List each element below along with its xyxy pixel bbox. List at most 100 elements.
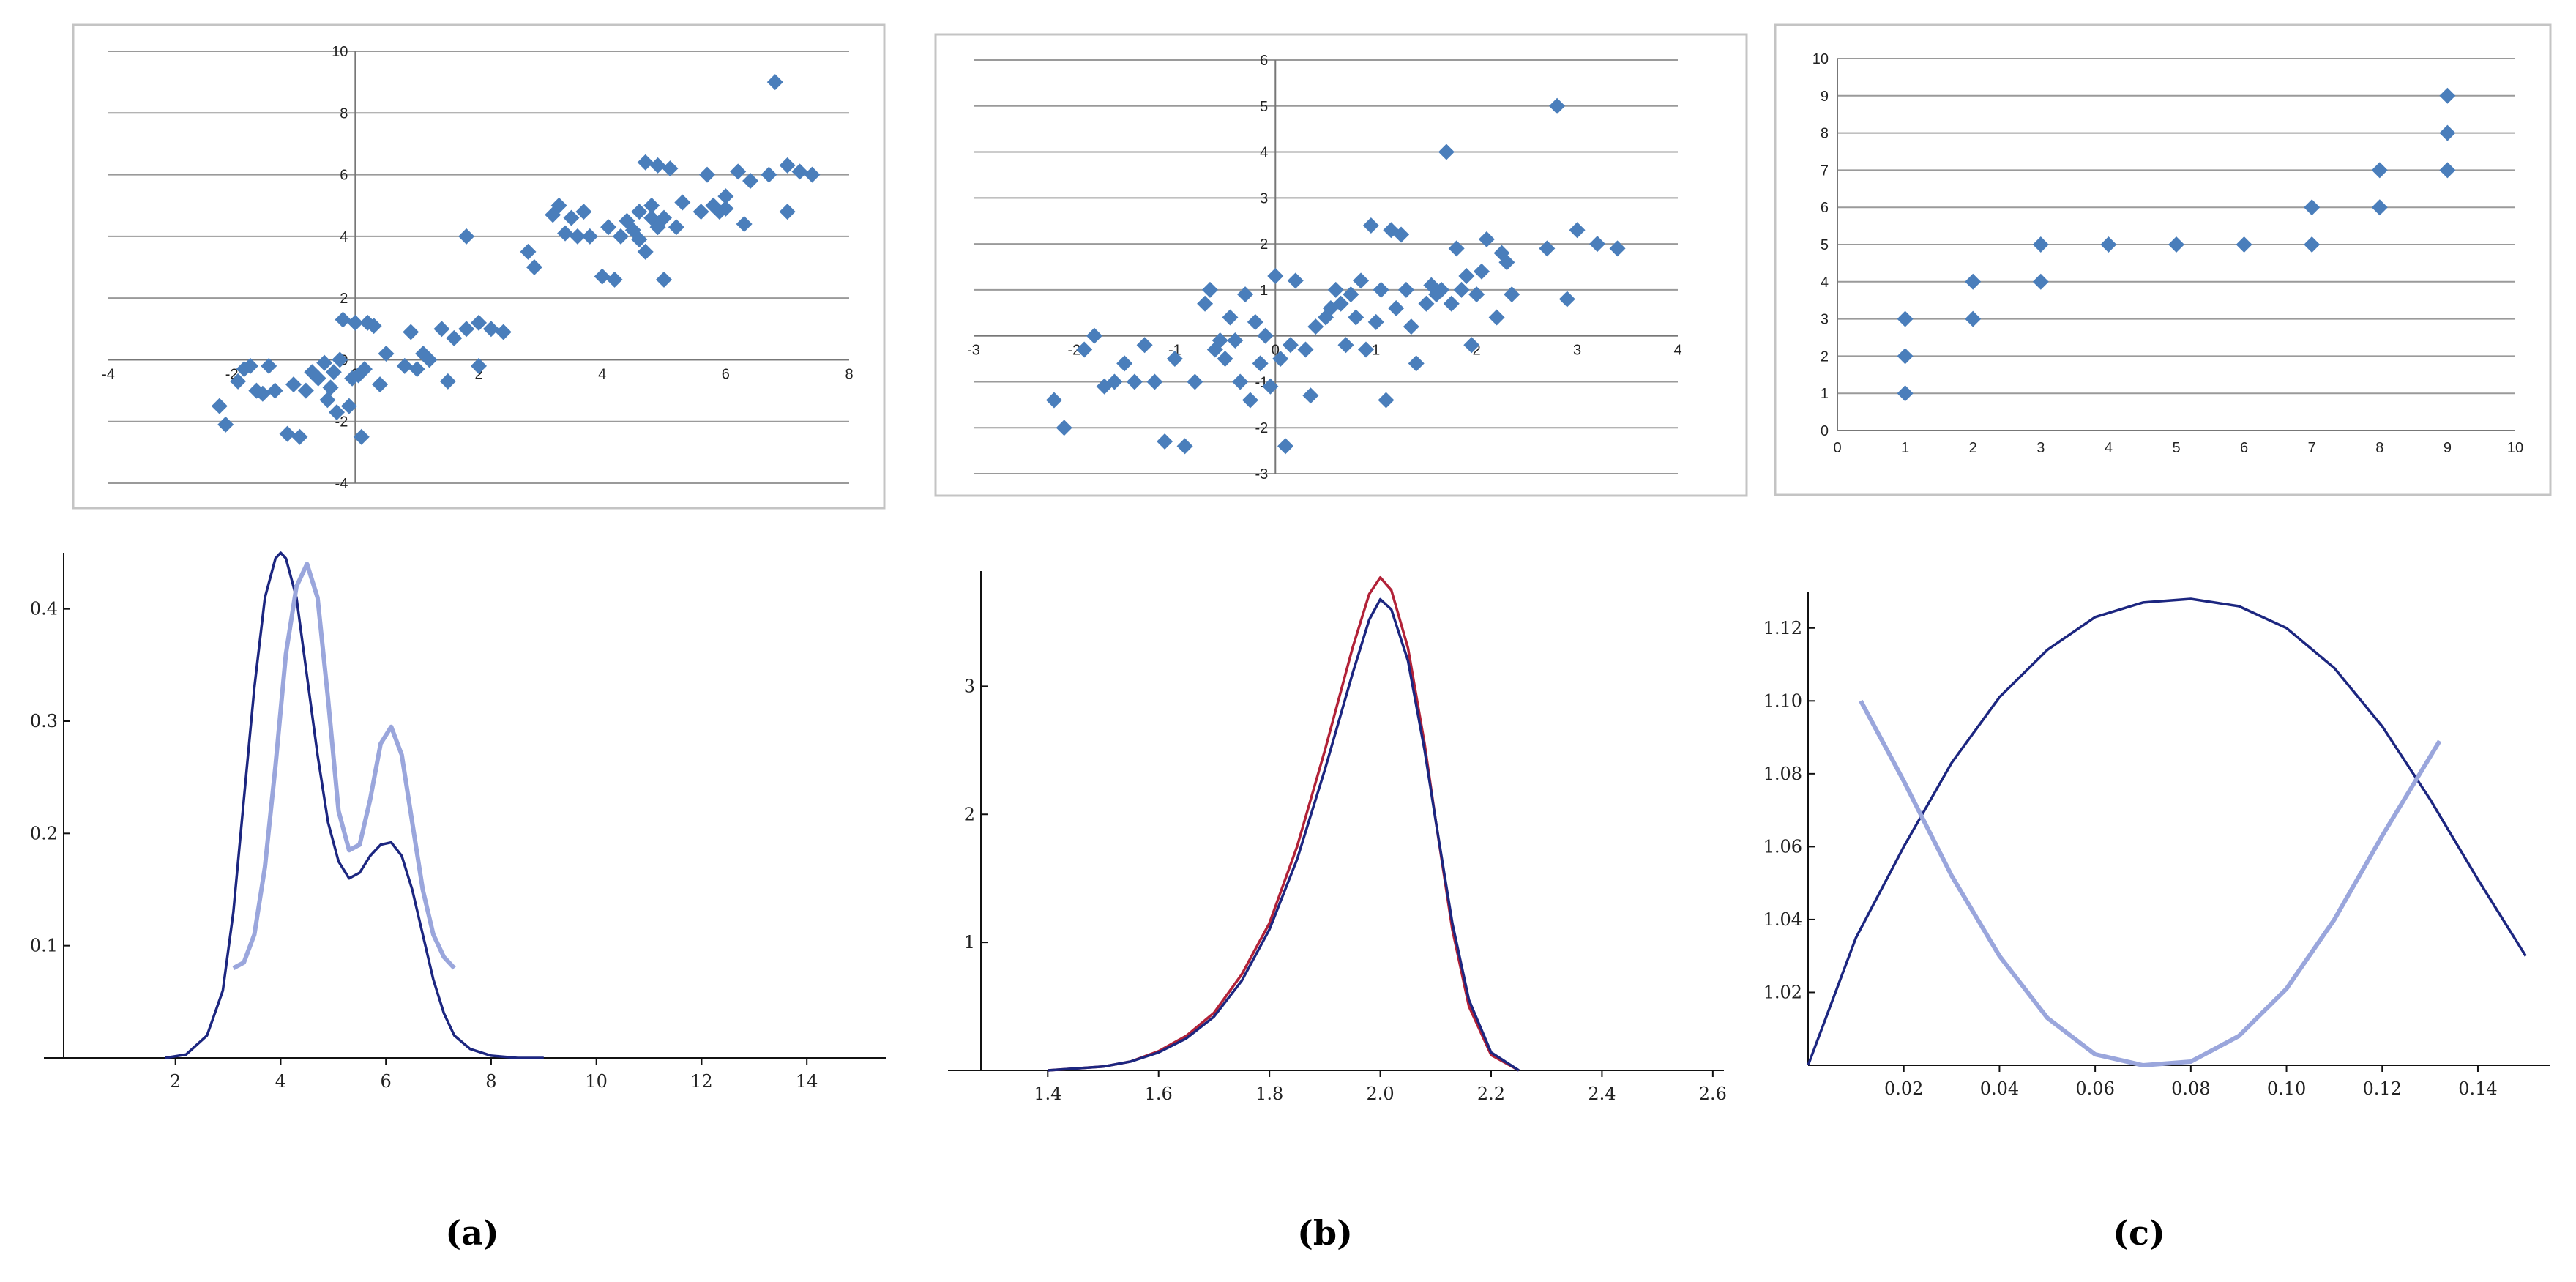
scatter-point (1965, 310, 1982, 327)
scatter-point (1378, 392, 1395, 409)
scatter-point (1367, 313, 1384, 330)
scatter-point (631, 204, 648, 220)
scatter-point (766, 74, 783, 91)
scatter-point (1348, 309, 1364, 326)
x-tick-label: 3 (1573, 343, 1581, 359)
scatter-point (1277, 438, 1294, 455)
scatter-point (1558, 291, 1575, 308)
scatter-point (1116, 355, 1133, 372)
scatter-point (297, 382, 314, 399)
y-tick-label: 1 (1821, 386, 1829, 402)
scatter-point (408, 361, 425, 378)
x-tick-label: 3 (2036, 440, 2045, 456)
scatter-point (1332, 295, 1349, 312)
scatter-point (1897, 310, 1914, 327)
scatter-point (2439, 124, 2456, 141)
scatter-point (1262, 378, 1279, 395)
x-tick-label: 6 (381, 1071, 392, 1092)
x-tick-label: 6 (2240, 440, 2248, 456)
scatter-point (403, 324, 419, 340)
scatter-point (279, 425, 296, 442)
scatter-point (217, 416, 234, 433)
scatter-point (325, 364, 342, 381)
scatter-point (1539, 240, 1556, 257)
y-tick-label: 0.4 (30, 599, 58, 619)
series-line-dark (1807, 597, 2527, 1066)
scatter-point (1388, 300, 1405, 316)
scatter-point (2439, 162, 2456, 179)
y-tick-label: 8 (1821, 126, 1829, 142)
scatter-point (2304, 236, 2321, 253)
scatter-point (1478, 231, 1495, 247)
scatter-point (1282, 337, 1299, 354)
scatter-point (736, 216, 753, 232)
x-tick-label: 8 (2375, 440, 2383, 456)
scatter-point (439, 373, 456, 390)
scatter-point (332, 351, 348, 368)
scatter-point (656, 271, 672, 288)
chart-frame-c-top (1774, 23, 2552, 496)
scatter-point (285, 376, 302, 393)
scatter-point (761, 166, 777, 183)
scatter-point (1488, 309, 1505, 326)
scatter-point (1327, 281, 1344, 298)
series-line-light (1859, 699, 2442, 1067)
x-tick-label: -2 (1068, 343, 1081, 359)
scatter-point (1498, 254, 1515, 271)
scatter-point (1362, 217, 1379, 234)
scatter-point (1357, 341, 1374, 358)
scatter-point (316, 354, 333, 371)
scatter-point (631, 231, 648, 248)
caption-c: (c) (2113, 1213, 2165, 1253)
scatter-point (1569, 222, 1586, 239)
y-tick-label: 0.3 (30, 711, 58, 731)
scatter-point (575, 204, 592, 220)
y-tick-label: -2 (1255, 420, 1268, 436)
y-tick-label: 10 (332, 44, 348, 60)
scatter-point (458, 321, 475, 338)
scatter-point (2304, 199, 2321, 216)
y-tick-label: 0.2 (30, 823, 58, 843)
scatter-point (365, 318, 382, 335)
scatter-point (1252, 355, 1269, 372)
y-tick-label: 4 (1260, 145, 1268, 161)
scatter-point (254, 385, 271, 402)
scatter-point (482, 321, 499, 338)
scatter-point (1337, 337, 1354, 354)
scatter-point (643, 197, 660, 214)
scatter-point (1187, 373, 1203, 390)
x-tick-label: 10 (585, 1071, 608, 1092)
scatter-point (1443, 295, 1460, 312)
x-tick-label: 2 (474, 366, 482, 382)
scatter-point (446, 329, 463, 346)
x-tick-label: 14 (796, 1071, 818, 1092)
scatter-point (1086, 327, 1102, 344)
chart-c-bottom: 0.02 0.04 0.06 0.08 0.10 0.12 0.14 1.02 1.04 1.06… (1763, 592, 2550, 1099)
y-tick-label: -4 (335, 476, 348, 492)
chart-b-bottom: 1.4 1.6 1.8 2.0 2.2 2.4 2.6 1 2 3 (948, 571, 1727, 1104)
scatter-point (230, 373, 247, 390)
scatter-point (656, 209, 672, 226)
y-tick-label: 1.12 (1763, 618, 1802, 638)
x-tick-label: 0 (1272, 343, 1280, 359)
y-tick-label: 3 (1260, 190, 1268, 206)
scatter-point (1237, 286, 1254, 303)
y-tick-label: 6 (340, 168, 348, 184)
series-line-dark (165, 551, 544, 1059)
scatter-point (674, 194, 691, 211)
scatter-point (2371, 162, 2388, 179)
scatter-point (637, 243, 654, 260)
x-tick-label: 10 (2507, 440, 2523, 456)
scatter-point (1136, 337, 1153, 354)
series-line-light (232, 562, 456, 970)
scatter-point (1408, 355, 1425, 372)
scatter-point (569, 228, 586, 245)
x-tick-label: 0 (1833, 440, 1841, 456)
scatter-point (261, 357, 277, 374)
scatter-point (340, 398, 357, 414)
scatter-point (699, 166, 716, 183)
scatter-point (1373, 281, 1389, 298)
y-tick-label: 3 (964, 676, 975, 696)
scatter-point (1504, 286, 1520, 303)
scatter-point (2439, 87, 2456, 104)
